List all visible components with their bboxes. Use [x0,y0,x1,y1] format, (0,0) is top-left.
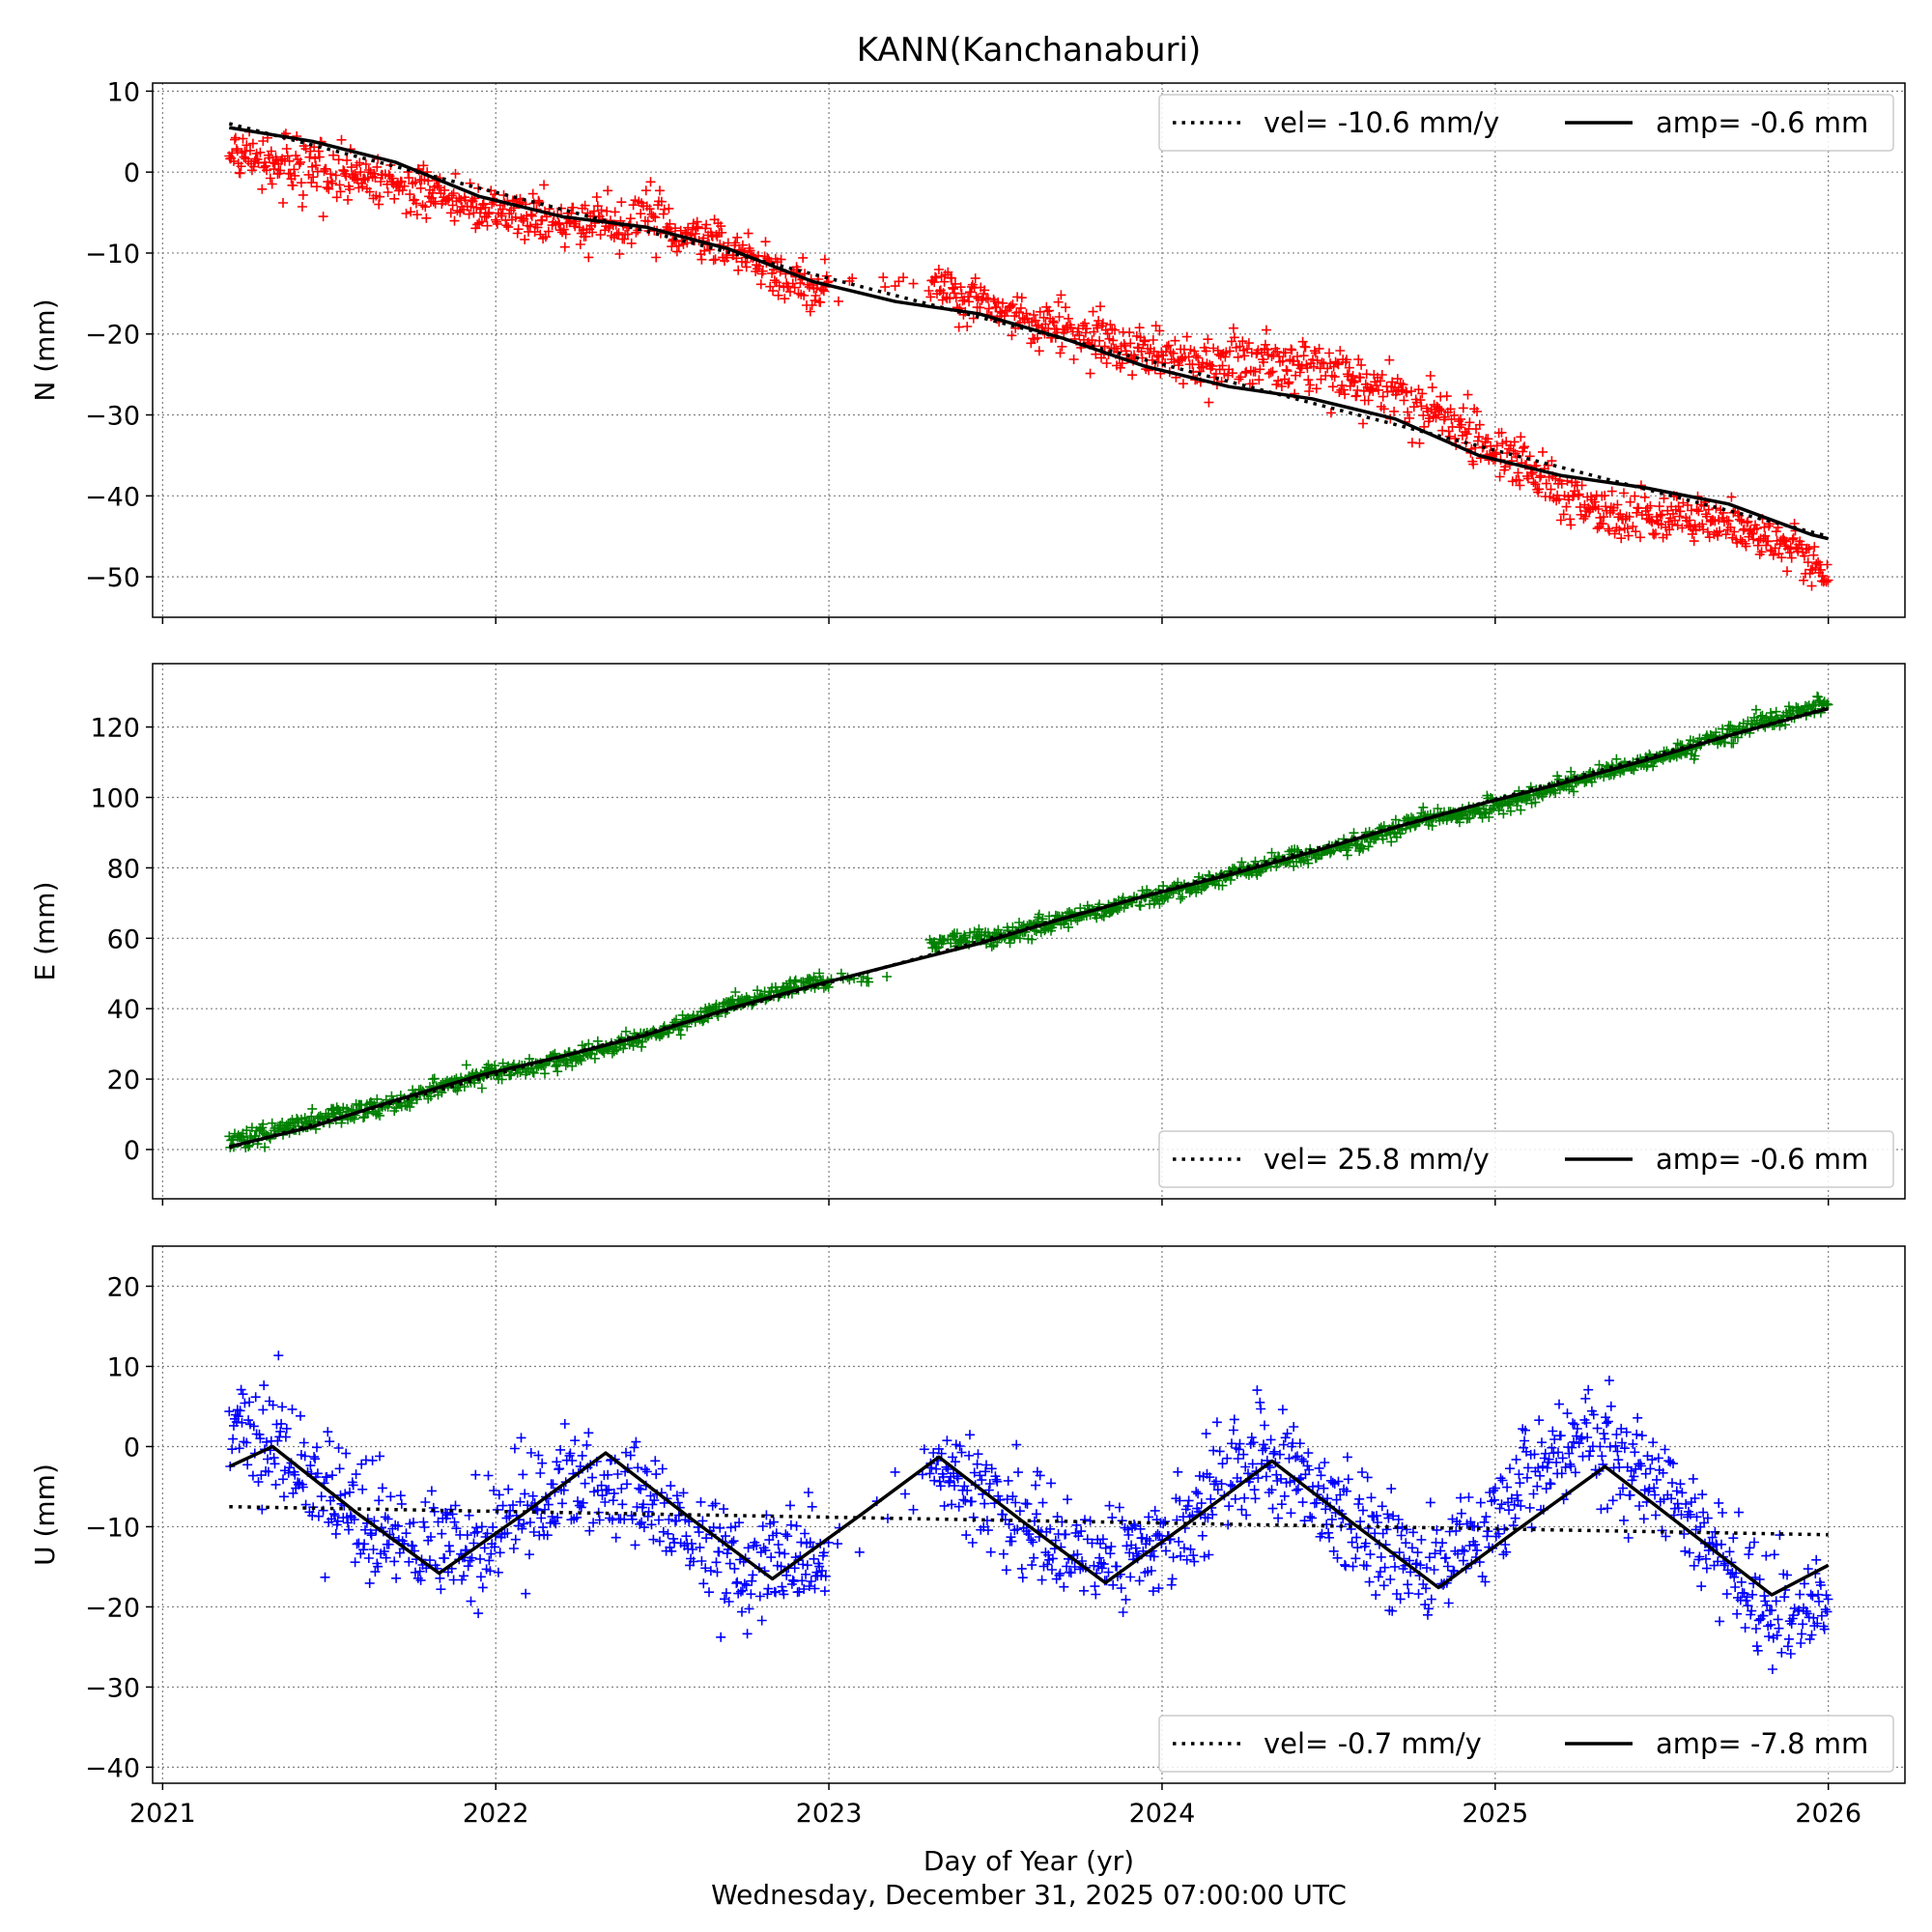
legend-fit-label: amp= -0.6 mm [1656,1143,1868,1176]
plot-area [153,1246,1905,1783]
y-tick-label: −20 [85,1593,140,1623]
legend: vel= -0.7 mm/y amp= -7.8 mm [1158,1715,1894,1773]
x-tick-label: 2024 [1129,1799,1196,1829]
x-tick-label: 2023 [796,1799,863,1829]
axes-frame [152,82,1906,618]
y-tick-label: −40 [85,1753,140,1783]
y-tick-label: 10 [107,1352,140,1382]
legend-fit-label: amp= -7.8 mm [1656,1727,1868,1760]
y-tick-label: 60 [107,924,140,954]
y-tick-label: 10 [107,77,140,107]
y-tick-label: 20 [107,1272,140,1302]
y-tick-label: 80 [107,854,140,884]
panels: 100−10−20−30−40−50N (mm)vel= -10.6 mm/y a… [29,77,1906,1829]
panel-n: 10 0 −10 −20 −30 −40 −50 N (mm) vel= -10.6 mm/y a… [29,77,1906,624]
x-axis-label: Day of Year (yr) [923,1845,1134,1877]
plot-content [224,122,1833,591]
y-tick-label: −10 [85,240,140,270]
scatter-markers [224,1350,1833,1674]
legend-box [1158,1715,1894,1773]
fit-line [228,707,1830,1149]
fit-line [228,1444,1830,1597]
legend-trend-label: vel= -0.7 mm/y [1264,1727,1482,1760]
scatter-series [224,1350,1833,1674]
legend-trend-label: vel= -10.6 mm/y [1264,106,1499,139]
y-tick-label: −50 [85,563,140,593]
legend-fit-label: amp= -0.6 mm [1656,106,1868,139]
y-tick-label: 0 [124,158,140,188]
y-axis-label: U (mm) [29,1463,61,1566]
y-tick-label: −40 [85,482,140,512]
y-tick-label: 120 [90,714,140,744]
y-tick-label: −30 [85,1673,140,1703]
legend-box [1158,1130,1894,1188]
panel-u: 20 10 0 −10 −20 −30 −40 2021 2022 2023 2024 2025 202… [29,1245,1906,1829]
y-tick-label: 20 [107,1065,140,1095]
legend: vel= 25.8 mm/y amp= -0.6 mm [1158,1130,1894,1188]
axes-frame [152,1245,1906,1784]
fit-line [229,126,1830,541]
y-tick-label: 100 [90,784,140,814]
axes-frame [152,663,1906,1200]
x-tick-label: 2021 [129,1799,196,1829]
x-tick-label: 2025 [1462,1799,1528,1829]
legend-box [1158,94,1894,152]
plot-content [224,1350,1833,1674]
plot-content [224,691,1833,1152]
y-axis-label: E (mm) [29,882,61,981]
y-tick-label: 0 [124,1433,140,1463]
y-axis-label: N (mm) [29,298,61,401]
chart-title: KANN(Kanchanaburi) [857,31,1201,70]
y-tick-label: −20 [85,321,140,351]
chart-subtitle: Wednesday, December 31, 2025 07:00:00 UT… [711,1879,1347,1911]
y-tick-label: 0 [124,1136,140,1166]
y-tick-label: 40 [107,995,140,1025]
legend-trend-label: vel= 25.8 mm/y [1264,1143,1490,1176]
legend: vel= -10.6 mm/y amp= -0.6 mm [1158,94,1894,152]
y-tick-label: −10 [85,1513,140,1543]
y-tick-label: −30 [85,402,140,432]
x-tick-label: 2022 [463,1799,529,1829]
x-tick-label: 2026 [1795,1799,1861,1829]
panel-e: 120 100 80 60 40 20 0 E (mm) vel= 25.8 mm/y amp= … [29,663,1906,1206]
trend-line [229,1504,1829,1537]
